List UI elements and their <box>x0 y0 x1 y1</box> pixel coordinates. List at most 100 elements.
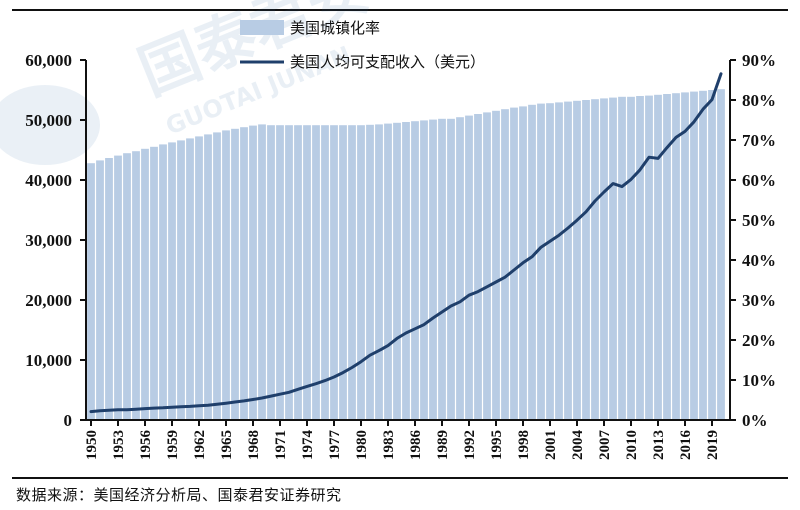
urbanization-bars <box>87 89 725 421</box>
bar <box>609 97 617 420</box>
source-note: 数据来源：美国经济分析局、国泰君安证券研究 <box>16 486 342 504</box>
bar <box>582 100 590 420</box>
right-axis-tick-label: 0% <box>742 411 768 430</box>
left-axis-tick-label: 50,000 <box>25 111 72 130</box>
bar <box>240 127 248 420</box>
legend-bar-swatch <box>240 20 284 35</box>
bar <box>321 125 329 420</box>
bar <box>348 125 356 420</box>
x-axis-tick-label: 2001 <box>543 430 559 460</box>
bar <box>384 123 392 420</box>
bar <box>204 134 212 420</box>
bar <box>528 104 536 421</box>
bar <box>366 124 374 421</box>
bar <box>195 136 203 420</box>
bar <box>294 125 302 420</box>
bar <box>663 94 671 420</box>
bar <box>222 130 230 420</box>
x-axis-tick-label: 1998 <box>516 430 532 460</box>
x-axis-tick-label: 1950 <box>84 430 100 460</box>
bar <box>114 155 122 420</box>
right-axis-tick-label: 10% <box>742 371 776 390</box>
bar <box>168 142 176 420</box>
x-axis-tick-label: 2013 <box>651 430 667 460</box>
bar <box>447 118 455 421</box>
left-axis-tick-label: 60,000 <box>25 51 72 70</box>
right-axis-tick-label: 30% <box>742 291 776 310</box>
x-axis-tick-label: 1992 <box>462 430 478 460</box>
bar <box>636 96 644 420</box>
bar <box>105 158 113 420</box>
bar <box>177 140 185 420</box>
bar <box>429 119 437 420</box>
bar <box>186 138 194 420</box>
left-axis-tick-label: 0 <box>64 411 73 430</box>
x-axis-tick-label: 2004 <box>570 430 586 461</box>
bar <box>141 148 149 421</box>
bar <box>249 125 257 420</box>
x-axis-tick-label: 1953 <box>111 430 127 460</box>
bar <box>411 121 419 420</box>
bar <box>420 120 428 421</box>
top-rule <box>12 9 788 11</box>
right-axis-tick-label: 80% <box>742 91 776 110</box>
left-axis-tick-label: 30,000 <box>25 231 72 250</box>
bar <box>123 153 131 420</box>
legend: 美国城镇化率 美国人均可支配收入（美元） <box>240 19 485 71</box>
x-axis-tick-label: 1968 <box>246 430 262 460</box>
bar <box>465 115 473 420</box>
x-axis-tick-label: 1965 <box>219 430 235 460</box>
bar <box>267 125 275 420</box>
bar <box>492 110 500 421</box>
x-axis-tick-label: 1956 <box>138 430 154 461</box>
right-axis-tick-label: 50% <box>742 211 776 230</box>
left-axis-tick-label: 20,000 <box>25 291 72 310</box>
bar <box>438 118 446 421</box>
right-axis-tick-label: 20% <box>742 331 776 350</box>
x-axis-tick-label: 1962 <box>192 430 208 460</box>
bar <box>690 91 698 420</box>
x-axis-tick-label: 2007 <box>597 430 613 461</box>
bar <box>717 89 725 420</box>
bar <box>546 103 554 420</box>
bar <box>681 92 689 421</box>
bar <box>456 117 464 420</box>
bar <box>231 128 239 421</box>
bar <box>591 99 599 420</box>
x-axis-tick-label: 1983 <box>381 430 397 460</box>
bar <box>600 98 608 421</box>
right-axis-tick-label: 70% <box>742 131 776 150</box>
bar <box>672 93 680 420</box>
bar <box>627 96 635 421</box>
x-axis-tick-label: 1974 <box>300 430 316 461</box>
bar <box>357 125 365 420</box>
x-axis-tick-label: 1986 <box>408 430 424 461</box>
bar <box>645 95 653 420</box>
bar <box>375 124 383 421</box>
x-axis-tick-label: 2010 <box>624 430 640 460</box>
bar <box>258 124 266 421</box>
bar <box>87 163 95 420</box>
bar <box>537 103 545 420</box>
bar <box>276 125 284 420</box>
left-axis-tick-label: 10,000 <box>25 351 72 370</box>
x-axis-tick-label: 1995 <box>489 430 505 460</box>
bar <box>159 144 167 420</box>
bar <box>303 125 311 420</box>
bar <box>564 101 572 420</box>
bar <box>339 125 347 420</box>
bar <box>330 125 338 420</box>
right-axis-tick-label: 90% <box>742 51 776 70</box>
right-axis-tick-label: 60% <box>742 171 776 190</box>
right-axis-tick-label: 40% <box>742 251 776 270</box>
legend-income-label: 美国人均可支配收入（美元） <box>290 53 485 71</box>
bar <box>510 107 518 420</box>
bar <box>96 160 104 420</box>
income-line <box>89 72 723 414</box>
bar <box>708 90 716 420</box>
axes: 0 10,000 20,000 30,000 40,000 50,000 60,000 0% 1… <box>25 51 776 460</box>
x-axis-tick-label: 1971 <box>273 430 289 460</box>
bar <box>699 90 707 421</box>
bar <box>654 94 662 421</box>
x-axis-tick-label: 1989 <box>435 430 451 460</box>
